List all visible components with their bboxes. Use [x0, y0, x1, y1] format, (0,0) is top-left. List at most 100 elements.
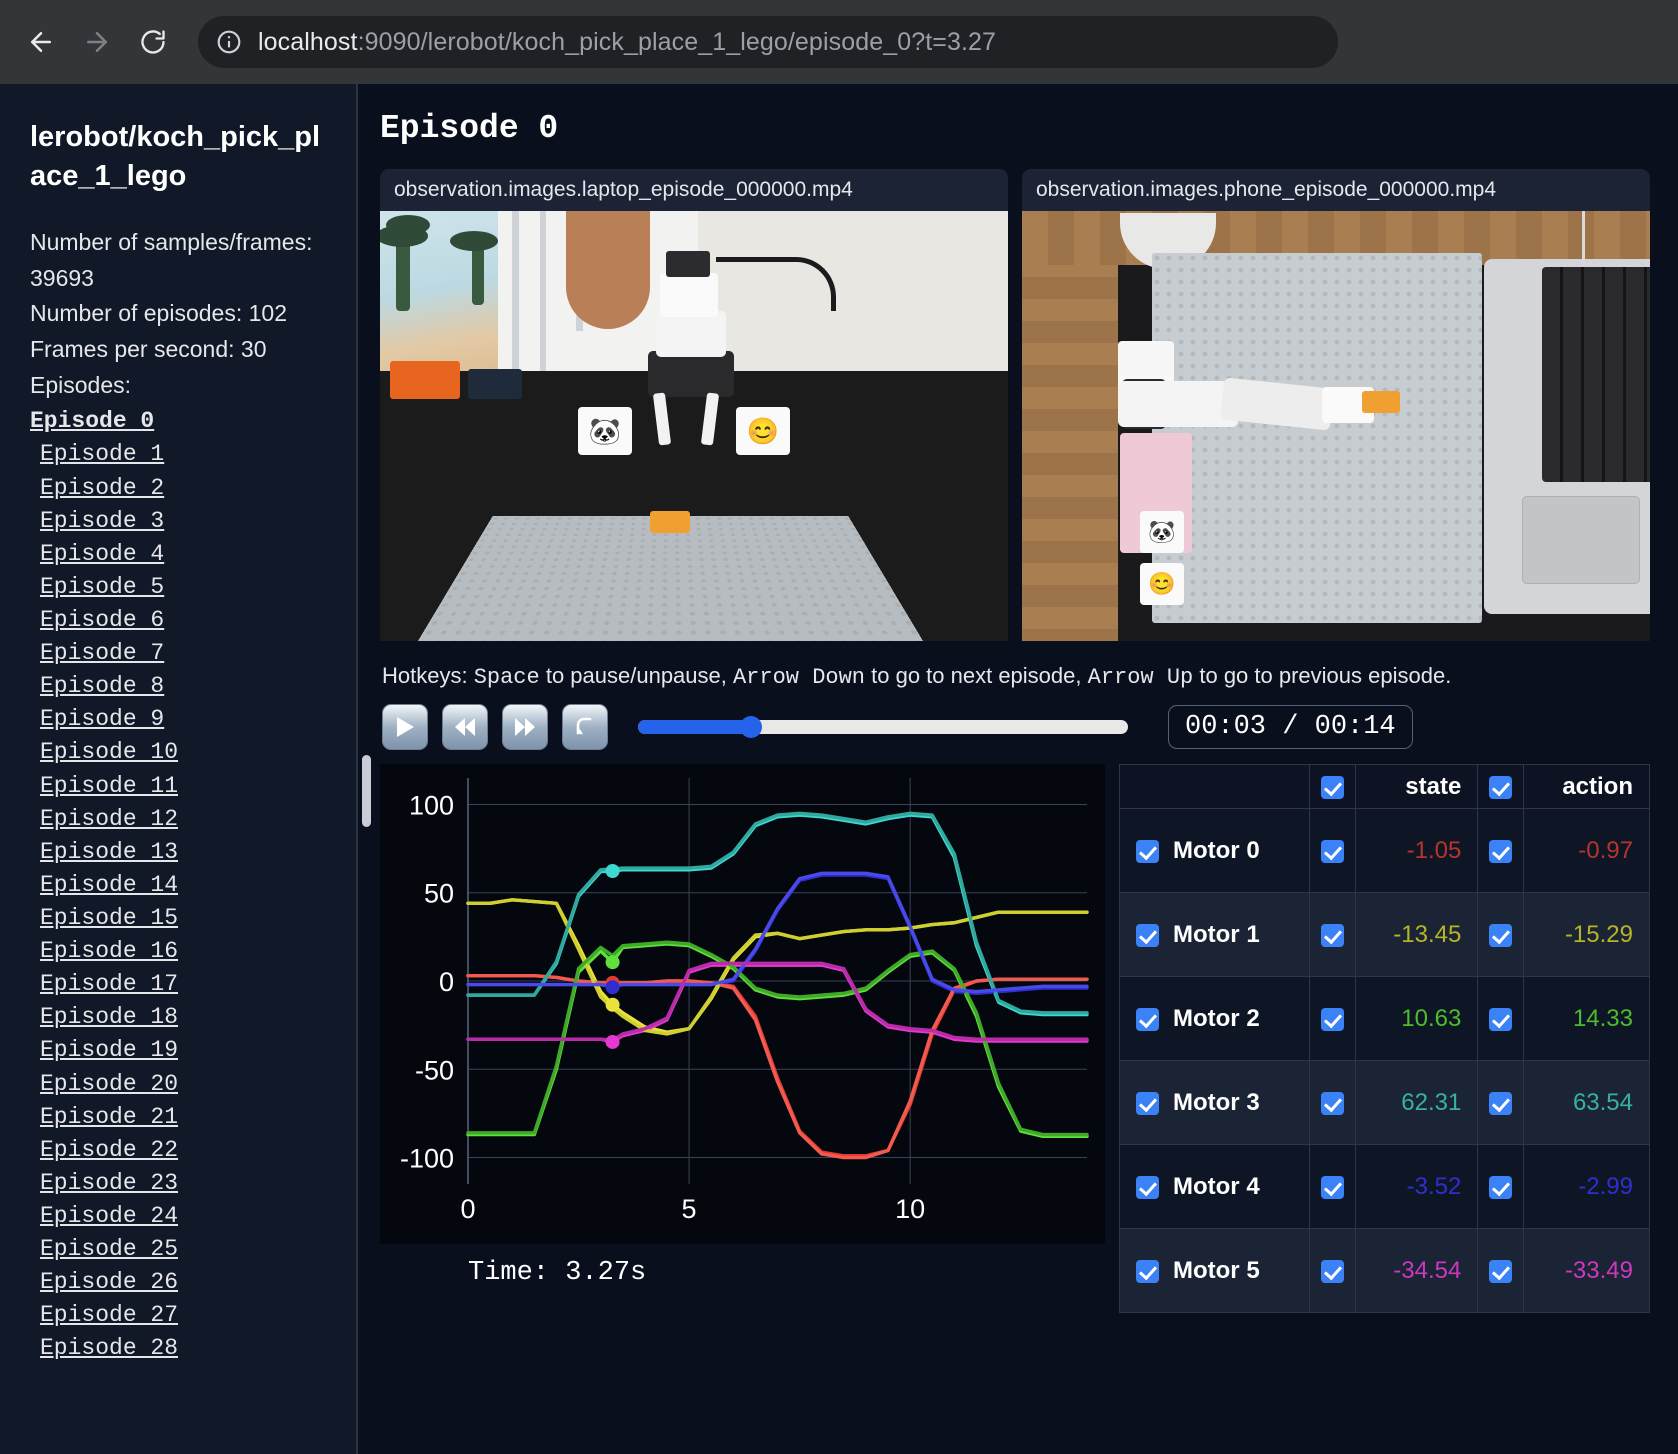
episodes-label: Episodes: [30, 371, 132, 398]
action-checkbox-cell[interactable] [1477, 1060, 1525, 1145]
forward-button[interactable] [74, 19, 120, 65]
sidebar-episode-17[interactable]: Episode 17 [40, 971, 179, 998]
rewind-button[interactable] [442, 704, 488, 750]
sidebar-episode-12[interactable]: Episode 12 [40, 805, 179, 832]
state-checkbox[interactable] [1320, 1007, 1344, 1031]
motor-row-checkbox[interactable] [1136, 1091, 1159, 1115]
state-checkbox-cell[interactable] [1308, 1228, 1356, 1313]
state-checkbox[interactable] [1320, 1091, 1344, 1115]
motor-chart[interactable]: -100 -50 0 50 100 0 5 10 Time: 3.27s [380, 764, 1105, 1313]
back-button[interactable] [18, 19, 64, 65]
state-checkbox[interactable] [1320, 923, 1344, 947]
motor-label-cell: Motor 0 [1119, 808, 1310, 893]
motor-row-checkbox[interactable] [1136, 839, 1159, 863]
action-checkbox-cell[interactable] [1477, 892, 1525, 977]
sidebar-episode-13[interactable]: Episode 13 [40, 838, 179, 865]
sidebar-episode-7[interactable]: Episode 7 [40, 640, 165, 667]
motor-label-cell: Motor 2 [1119, 976, 1310, 1061]
sidebar-episode-6[interactable]: Episode 6 [40, 606, 165, 633]
state-checkbox[interactable] [1320, 1175, 1344, 1199]
info-circle-icon[interactable] [214, 27, 244, 57]
header-action-checkbox-cell[interactable] [1477, 764, 1525, 809]
sidebar-episode-20[interactable]: Episode 20 [40, 1070, 179, 1097]
action-checkbox-cell[interactable] [1477, 976, 1525, 1061]
sidebar-episode-15[interactable]: Episode 15 [40, 904, 179, 931]
state-checkbox-cell[interactable] [1308, 1060, 1356, 1145]
state-checkbox[interactable] [1320, 839, 1344, 863]
motor-row-checkbox[interactable] [1136, 1007, 1159, 1031]
action-checkbox[interactable] [1489, 1175, 1513, 1199]
address-bar[interactable]: localhost:9090/lerobot/koch_pick_place_1… [198, 16, 1338, 68]
sidebar-episode-14[interactable]: Episode 14 [40, 871, 179, 898]
table-header-row: state action [1119, 764, 1650, 809]
motor-row-checkbox[interactable] [1136, 923, 1159, 947]
header-action-label: action [1523, 764, 1650, 809]
state-value: 62.31 [1354, 1060, 1479, 1145]
action-column-checkbox[interactable] [1489, 775, 1513, 799]
sidebar-divider [356, 84, 358, 1454]
sidebar-episode-25[interactable]: Episode 25 [40, 1236, 179, 1263]
sidebar-episode-24[interactable]: Episode 24 [40, 1202, 179, 1229]
motor-label-cell: Motor 5 [1119, 1228, 1310, 1313]
state-checkbox-cell[interactable] [1308, 976, 1356, 1061]
sidebar-episode-3[interactable]: Episode 3 [40, 507, 165, 534]
action-checkbox[interactable] [1489, 1091, 1513, 1115]
state-checkbox-cell[interactable] [1308, 1144, 1356, 1229]
sidebar-episode-9[interactable]: Episode 9 [40, 706, 165, 733]
state-checkbox-cell[interactable] [1308, 808, 1356, 893]
phone-video[interactable]: 🐼 😊 [1022, 211, 1650, 641]
page-title: Episode 0 [380, 110, 559, 147]
sidebar-episode-27[interactable]: Episode 27 [40, 1302, 179, 1329]
play-button[interactable] [382, 704, 428, 750]
url-path: :9090/lerobot/koch_pick_place_1_lego/epi… [357, 27, 997, 56]
loop-button[interactable] [562, 704, 608, 750]
motor-row-checkbox[interactable] [1136, 1259, 1159, 1283]
table-row: Motor 1 -13.45 -15.29 [1119, 892, 1650, 977]
sidebar-episode-26[interactable]: Episode 26 [40, 1269, 179, 1296]
sidebar-episode-18[interactable]: Episode 18 [40, 1004, 179, 1031]
fast-forward-button[interactable] [502, 704, 548, 750]
sidebar-episode-28[interactable]: Episode 28 [40, 1335, 179, 1362]
seek-track[interactable] [638, 716, 1128, 738]
cursor-point [605, 1034, 620, 1049]
action-checkbox-cell[interactable] [1477, 1228, 1525, 1313]
sidebar-episode-2[interactable]: Episode 2 [40, 474, 165, 501]
state-column-checkbox[interactable] [1320, 775, 1344, 799]
action-checkbox-cell[interactable] [1477, 1144, 1525, 1229]
sidebar-episode-19[interactable]: Episode 19 [40, 1037, 179, 1064]
sidebar-episode-16[interactable]: Episode 16 [40, 938, 179, 965]
sidebar-episode-4[interactable]: Episode 4 [40, 540, 165, 567]
motor-table: state action Motor 0 -1.05 -0.97 Motor 1 -13… [1119, 764, 1650, 1313]
action-checkbox[interactable] [1489, 1007, 1513, 1031]
url-host: localhost [258, 27, 358, 56]
sidebar-episode-22[interactable]: Episode 22 [40, 1136, 179, 1163]
header-motor-cell [1119, 764, 1310, 809]
action-checkbox[interactable] [1489, 839, 1513, 863]
state-checkbox-cell[interactable] [1308, 892, 1356, 977]
sidebar-episode-5[interactable]: Episode 5 [40, 573, 165, 600]
sidebar-episode-21[interactable]: Episode 21 [40, 1103, 179, 1130]
table-row: Motor 0 -1.05 -0.97 [1119, 808, 1650, 893]
sidebar-episode-1[interactable]: Episode 1 [40, 441, 165, 468]
seek-bar[interactable] [638, 716, 1128, 738]
hotkeys-text-1: to pause/unpause, [539, 663, 733, 688]
motor-label-cell: Motor 3 [1119, 1060, 1310, 1145]
sidebar-episode-23[interactable]: Episode 23 [40, 1169, 179, 1196]
sidebar-episode-11[interactable]: Episode 11 [40, 772, 179, 799]
sidebar-episode-0[interactable]: Episode 0 [30, 408, 155, 435]
action-value: 63.54 [1523, 1060, 1650, 1145]
hotkey-space: Space [473, 665, 540, 690]
state-checkbox[interactable] [1320, 1259, 1344, 1283]
reload-button[interactable] [130, 19, 176, 65]
motor-row-checkbox[interactable] [1136, 1175, 1159, 1199]
sidebar-scroll-handle[interactable] [362, 755, 371, 827]
action-checkbox[interactable] [1489, 1259, 1513, 1283]
laptop-video[interactable]: 🐼 😊 [380, 211, 1008, 641]
action-checkbox-cell[interactable] [1477, 808, 1525, 893]
sidebar-episode-10[interactable]: Episode 10 [40, 739, 179, 766]
seek-thumb[interactable] [739, 716, 762, 738]
action-checkbox[interactable] [1489, 923, 1513, 947]
hotkeys-text-2: to go to next episode, [865, 663, 1088, 688]
header-state-checkbox-cell[interactable] [1308, 764, 1356, 809]
sidebar-episode-8[interactable]: Episode 8 [40, 673, 165, 700]
